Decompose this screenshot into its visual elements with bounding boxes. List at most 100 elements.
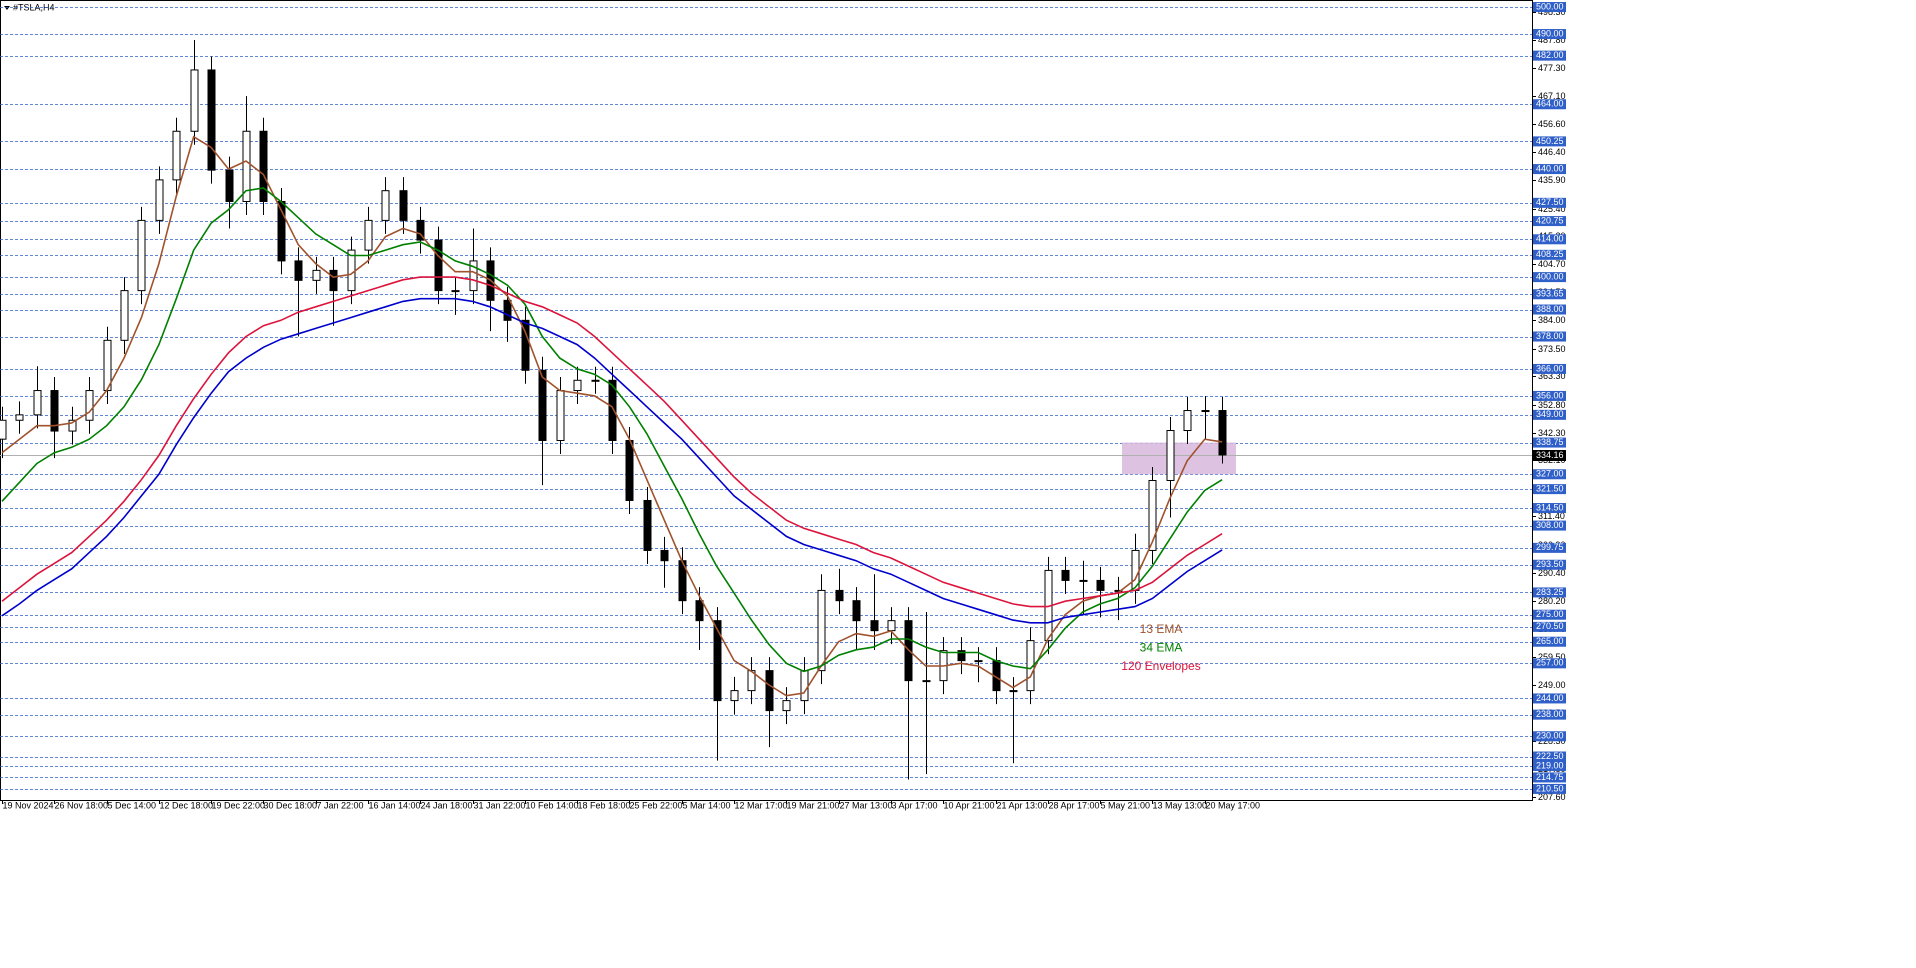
level-label: 321.50	[1536, 484, 1564, 494]
candle-body	[1183, 410, 1192, 432]
legend-label: 120 Envelopes	[1121, 659, 1200, 673]
level-label: 500.00	[1536, 1, 1564, 11]
envelope-lower-line	[1, 297, 1223, 624]
x-tick-label: 20 May 17:00	[1206, 800, 1261, 810]
candle-body	[33, 390, 42, 416]
candle-body	[1218, 410, 1227, 456]
x-tick-label: 19 Nov 2024	[3, 800, 54, 810]
candle-body	[713, 620, 722, 702]
level-label: 222.50	[1536, 751, 1564, 761]
x-tick-label: 5 Mar 14:00	[683, 800, 731, 810]
candle-body	[521, 319, 530, 371]
current-price-label: 334.16	[1536, 450, 1564, 460]
y-tick-label: 404.70	[1538, 259, 1566, 269]
level-label-bg	[1533, 289, 1566, 300]
candle-body	[137, 219, 146, 292]
x-tick-label: 19 Dec 22:00	[212, 800, 266, 810]
x-tick-label: 30 Dec 18:00	[264, 800, 318, 810]
candle-body	[887, 620, 896, 632]
y-tick-label: 363.30	[1538, 371, 1566, 381]
y-tick-label: 259.50	[1538, 652, 1566, 662]
candle-body	[817, 589, 826, 672]
candle-body	[695, 600, 704, 622]
level-label-bg	[1533, 484, 1566, 495]
candle-body	[381, 190, 390, 221]
candle-body	[120, 290, 129, 341]
level-label-bg	[1533, 709, 1566, 720]
candle-body	[15, 414, 24, 421]
candle-body	[1079, 579, 1088, 582]
level-label-bg	[1533, 760, 1566, 771]
level-label-bg	[1533, 772, 1566, 783]
level-label-bg	[1533, 409, 1566, 420]
symbol-label: #TSLA,H4	[13, 2, 55, 12]
candle-body	[312, 269, 321, 281]
y-tick-label: 249.00	[1538, 680, 1566, 690]
candle-body	[399, 190, 408, 221]
x-tick-label: 10 Apr 21:00	[944, 800, 995, 810]
candle-body	[469, 260, 478, 292]
candle-body	[329, 269, 338, 292]
level-label: 314.50	[1536, 502, 1564, 512]
candle-body	[765, 670, 774, 712]
level-label: 214.75	[1536, 772, 1564, 782]
level-label-bg	[1533, 542, 1566, 553]
candle-body	[242, 130, 251, 202]
indicator-line	[1, 187, 1223, 673]
candle-body	[556, 390, 565, 442]
level-label-bg	[1533, 587, 1566, 598]
candle-body	[172, 130, 181, 181]
candle-body	[573, 379, 582, 392]
x-tick-label: 25 Feb 22:00	[630, 800, 683, 810]
candle-body	[835, 589, 844, 602]
y-tick-label: 280.20	[1538, 596, 1566, 606]
menu-arrow[interactable]	[4, 6, 10, 10]
candle-body	[1009, 690, 1018, 693]
candle-body	[225, 169, 234, 202]
level-label-bg	[1533, 783, 1566, 794]
level-label: 450.25	[1536, 136, 1564, 146]
level-label: 230.00	[1536, 731, 1564, 741]
level-label: 338.75	[1536, 437, 1564, 447]
level-label-bg	[1533, 2, 1566, 13]
level-label: 327.00	[1536, 469, 1564, 479]
y-tick-label: 467.10	[1538, 91, 1566, 101]
candle-body	[294, 260, 303, 281]
level-label: 270.50	[1536, 621, 1564, 631]
y-tick-label: 311.40	[1538, 511, 1565, 521]
y-tick-label: 446.40	[1538, 147, 1566, 157]
level-label: 482.00	[1536, 50, 1564, 60]
level-label-bg	[1533, 363, 1566, 374]
level-label-bg	[1533, 234, 1566, 245]
x-tick-label: 24 Jan 18:00	[421, 800, 473, 810]
level-label-bg	[1533, 272, 1566, 283]
y-tick-label: 477.30	[1538, 63, 1566, 73]
candle-body	[364, 219, 373, 251]
level-label-bg	[1533, 197, 1566, 208]
level-label: 414.00	[1536, 234, 1564, 244]
level-label: 464.00	[1536, 99, 1564, 109]
y-tick-label: 456.60	[1538, 119, 1566, 129]
candle-body	[643, 499, 652, 551]
level-label-bg	[1533, 390, 1566, 401]
level-label-bg	[1533, 304, 1566, 315]
zone-box	[1122, 442, 1236, 475]
plot-frame	[0, 0, 1533, 801]
candle-body	[730, 690, 739, 702]
candle-body	[591, 379, 600, 382]
level-label-bg	[1533, 29, 1566, 40]
legend-label: 13 EMA	[1140, 622, 1183, 636]
level-label-bg	[1533, 731, 1566, 742]
level-label: 427.50	[1536, 197, 1564, 207]
level-label-bg	[1533, 621, 1566, 632]
candle-body	[190, 69, 199, 132]
level-label: 244.00	[1536, 693, 1564, 703]
candle-body	[207, 69, 216, 171]
x-tick-label: 13 May 13:00	[1153, 800, 1208, 810]
candle-body	[416, 219, 425, 241]
level-label: 275.00	[1536, 609, 1564, 619]
candle-body	[870, 620, 879, 632]
level-label: 299.75	[1536, 542, 1564, 552]
x-tick-label: 21 Apr 13:00	[997, 800, 1048, 810]
